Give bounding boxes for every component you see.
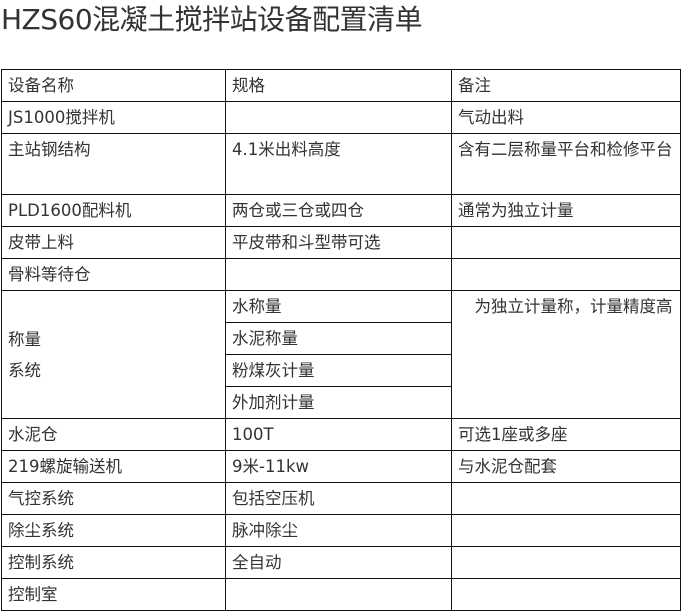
table-cell: 粉煤灰计量 [225, 354, 452, 387]
table-cell: 水称量 [225, 290, 452, 323]
table-cell [451, 514, 681, 547]
table-cell: 皮带上料 [1, 226, 226, 259]
header-cell: 设备名称 [1, 69, 226, 102]
table-cell: 除尘系统 [1, 514, 226, 547]
table-row: 219螺旋输送机 9米-11kw 与水泥仓配套 [1, 450, 681, 483]
table-row: 主站钢结构 4.1米出料高度 含有二层称量平台和检修平台 [1, 133, 681, 195]
table-cell: 两仓或三仓或四仓 [225, 194, 452, 227]
table-cell [225, 578, 452, 611]
table-cell [225, 258, 452, 291]
table-cell: 4.1米出料高度 [225, 133, 452, 195]
table-row: 除尘系统 脉冲除尘 [1, 514, 681, 547]
table-cell [451, 226, 681, 259]
table-cell [225, 101, 452, 134]
table-cell: JS1000搅拌机 [1, 101, 226, 134]
table-row: 皮带上料 平皮带和斗型带可选 [1, 226, 681, 259]
header-cell: 备注 [451, 69, 681, 102]
table-row: 水泥称量 [2, 322, 681, 355]
table-cell: 可选1座或多座 [451, 418, 681, 451]
table-cell: 外加剂计量 [225, 386, 452, 419]
table-cell [451, 258, 681, 291]
table-cell [451, 578, 681, 611]
table-cell: 平皮带和斗型带可选 [225, 226, 452, 259]
table-row: 气控系统 包括空压机 [1, 482, 681, 515]
table-row: JS1000搅拌机 气动出料 [1, 101, 681, 134]
table-row: PLD1600配料机 两仓或三仓或四仓 通常为独立计量 [1, 194, 681, 227]
table-cell: 9米-11kw [225, 450, 452, 483]
table-cell: 与水泥仓配套 [451, 450, 681, 483]
table-cell: 100T [225, 418, 452, 451]
table-cell: 含有二层称量平台和检修平台 [451, 133, 681, 195]
table-cell: 包括空压机 [225, 482, 452, 515]
table-cell [451, 546, 681, 579]
table-cell: 219螺旋输送机 [1, 450, 226, 483]
table-cell: 控制室 [1, 578, 226, 611]
table-row: 水泥仓 100T 可选1座或多座 [1, 418, 681, 451]
table-cell: PLD1600配料机 [1, 194, 226, 227]
weighing-system-cell: 称量 系统 [1, 290, 226, 419]
table-row: 粉煤灰计量 [2, 354, 681, 387]
header-cell: 规格 [225, 69, 452, 102]
table-cell: 控制系统 [1, 546, 226, 579]
table-row: 称量 系统 水称量 为独立计量称，计量精度高 [1, 290, 681, 419]
page-title: HZS60混凝土搅拌站设备配置清单 [1, 3, 423, 36]
table-cell: 水泥称量 [225, 322, 452, 355]
table-cell: 气动出料 [451, 101, 681, 134]
table-cell: 脉冲除尘 [225, 514, 452, 547]
table-cell: 水泥仓 [1, 418, 226, 451]
table-cell [451, 482, 681, 515]
table-cell: 骨料等待仓 [1, 258, 226, 291]
table-cell: 通常为独立计量 [451, 194, 681, 227]
table-cell: 主站钢结构 [1, 133, 226, 195]
table-cell: 全自动 [225, 546, 452, 579]
equipment-table: 设备名称 规格 备注 JS1000搅拌机 气动出料 主站钢结构 4.1米出料高度… [1, 69, 681, 611]
table-cell: 气控系统 [1, 482, 226, 515]
weighing-note-cell: 为独立计量称，计量精度高 [451, 290, 681, 419]
table-row: 骨料等待仓 [1, 258, 681, 291]
table-row: 控制室 [1, 578, 681, 611]
table-header-row: 设备名称 规格 备注 [1, 69, 681, 102]
table-row: 控制系统 全自动 [1, 546, 681, 579]
